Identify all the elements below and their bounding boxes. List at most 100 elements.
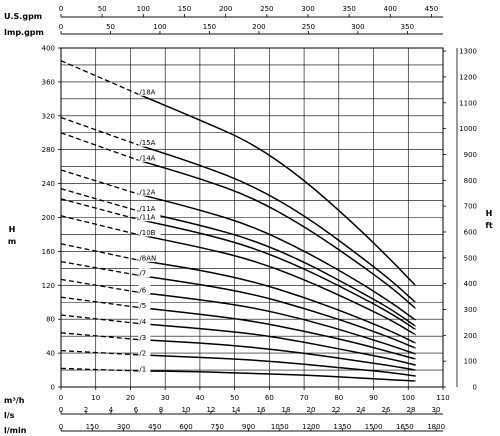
right-axis-tick-label: 1100 bbox=[459, 99, 477, 107]
curve-label-background bbox=[138, 300, 151, 310]
aux-axis-tick-label: 900 bbox=[242, 423, 255, 431]
aux-axis-tick-label: 8 bbox=[159, 406, 163, 414]
aux-axis-tick-label: 6 bbox=[134, 406, 139, 414]
curve-dashed-segment bbox=[60, 215, 138, 236]
aux-axis-tick-label: 450 bbox=[148, 423, 161, 431]
axes: 04080120160200240280320360400Hm010020030… bbox=[4, 5, 493, 435]
aux-axis-tick-label: 100 bbox=[137, 5, 150, 13]
aux-axis-tick-label: 250 bbox=[260, 5, 273, 13]
aux-axis-tick-label: 350 bbox=[342, 5, 355, 13]
curve-dashed-segment bbox=[60, 132, 138, 161]
aux-axis-tick-label: 250 bbox=[302, 23, 315, 31]
left-axis-tick-label: 120 bbox=[42, 282, 55, 290]
curve-line bbox=[137, 193, 416, 321]
left-axis-tick-label: 200 bbox=[42, 214, 55, 222]
curve-dashed-segment bbox=[60, 198, 138, 220]
curve-labels: /18A/15A/14A/12A/11A/11A/10B/8AN/7/6/5/4… bbox=[138, 86, 161, 373]
aux-axis-tick-label: 50 bbox=[98, 5, 107, 13]
curve-dashed-segment bbox=[60, 188, 138, 212]
aux-axis-tick-label: 24 bbox=[357, 406, 366, 414]
curve-label-background bbox=[138, 252, 161, 262]
curve-label-background bbox=[138, 227, 161, 237]
right-axis-title: H bbox=[486, 209, 493, 218]
curve-label-background bbox=[138, 152, 161, 162]
curve-line bbox=[137, 259, 416, 344]
aux-axis-tick-label: 16 bbox=[257, 406, 266, 414]
aux-axis-tick-label: 60 bbox=[265, 394, 274, 402]
aux-axis-tick-label: 18 bbox=[282, 406, 291, 414]
aux-axis-tick-label: 14 bbox=[232, 406, 241, 414]
aux-axis-tick-label: 0 bbox=[59, 5, 63, 13]
curve-dashed-segment bbox=[60, 60, 138, 95]
aux-axis-tick-label: 12 bbox=[207, 406, 216, 414]
right-axis-tick-label: 1300 bbox=[459, 48, 477, 56]
curve-line bbox=[137, 306, 416, 360]
curve-label: /12A bbox=[139, 188, 155, 196]
curve-label-background bbox=[138, 212, 161, 222]
aux-axis-tick-label: 300 bbox=[117, 423, 130, 431]
curve-label: /11A bbox=[139, 205, 155, 213]
curve-label-background bbox=[138, 285, 151, 295]
aux-axis-title: m³/h bbox=[4, 396, 25, 405]
aux-axis-title: Imp.gpm bbox=[4, 28, 44, 37]
aux-axis-title: l/s bbox=[4, 411, 15, 420]
aux-axis-tick-label: 1650 bbox=[396, 423, 414, 431]
left-axis-tick-label: 400 bbox=[42, 45, 55, 53]
aux-axis-tick-label: 350 bbox=[401, 23, 414, 31]
aux-axis-tick-label: 750 bbox=[211, 423, 224, 431]
curve-line bbox=[137, 322, 416, 366]
right-axis-tick-label: 700 bbox=[464, 203, 477, 211]
curve-line bbox=[137, 354, 416, 377]
aux-axis-tick-label: 50 bbox=[230, 394, 239, 402]
aux-axis-tick-label: 300 bbox=[351, 23, 364, 31]
aux-axis-title: l/min bbox=[4, 426, 27, 435]
curve-label-background bbox=[138, 186, 161, 196]
aux-axis-tick-label: 70 bbox=[300, 394, 309, 402]
right-axis-tick-label: 0 bbox=[473, 384, 477, 392]
right-axis-tick-label: 900 bbox=[464, 151, 477, 159]
curve-dashed-segment bbox=[60, 349, 138, 356]
left-axis-tick-label: 360 bbox=[42, 78, 55, 86]
aux-axis-tick-label: 22 bbox=[332, 406, 341, 414]
curve-line bbox=[137, 159, 416, 309]
curve-line bbox=[137, 338, 416, 371]
curve-label-background bbox=[138, 86, 161, 96]
left-axis-tick-label: 80 bbox=[46, 316, 55, 324]
curve-label-background bbox=[138, 203, 161, 213]
right-axis-tick-label: 1000 bbox=[459, 125, 477, 133]
curve-line bbox=[137, 370, 416, 382]
curve-line bbox=[137, 233, 416, 336]
left-axis-tick-label: 160 bbox=[42, 248, 55, 256]
curve-dashed-segment bbox=[60, 243, 138, 261]
curve-dashed-segment bbox=[60, 367, 138, 372]
aux-axis-tick-label: 110 bbox=[436, 394, 449, 402]
aux-axis-tick-label: 40 bbox=[195, 394, 204, 402]
curve-label-background bbox=[138, 137, 161, 147]
left-axis-title: H bbox=[9, 225, 16, 234]
curve-label: /7 bbox=[139, 270, 146, 278]
curve-line bbox=[137, 218, 416, 331]
right-axis-tick-label: 400 bbox=[464, 280, 477, 288]
aux-axis-tick-label: 50 bbox=[106, 23, 115, 31]
curve-label-background bbox=[138, 363, 151, 373]
aux-axis-tick-label: 80 bbox=[334, 394, 343, 402]
curve-dashed-segment bbox=[60, 169, 138, 195]
aux-axis-tick-label: 200 bbox=[252, 23, 265, 31]
right-axis-tick-label: 1200 bbox=[459, 73, 477, 81]
aux-axis-title: U.S.gpm bbox=[4, 12, 42, 21]
aux-axis-tick-label: 0 bbox=[59, 423, 63, 431]
aux-axis-tick-label: 30 bbox=[432, 406, 441, 414]
aux-axis-tick-label: 100 bbox=[153, 23, 166, 31]
left-axis-tick-label: 40 bbox=[46, 350, 55, 358]
curve-label: /1 bbox=[139, 365, 146, 373]
aux-axis-tick-label: 0 bbox=[59, 406, 63, 414]
aux-axis-tick-label: 0 bbox=[59, 394, 63, 402]
aux-axis-tick-label: 30 bbox=[161, 394, 170, 402]
left-axis-tick-label: 280 bbox=[42, 146, 55, 154]
curve-label: /18A bbox=[139, 88, 155, 96]
right-axis-tick-label: 100 bbox=[464, 358, 477, 366]
curve-dashed-segment bbox=[60, 332, 138, 341]
curve-line bbox=[137, 143, 416, 304]
left-axis-tick-label: 240 bbox=[42, 180, 55, 188]
